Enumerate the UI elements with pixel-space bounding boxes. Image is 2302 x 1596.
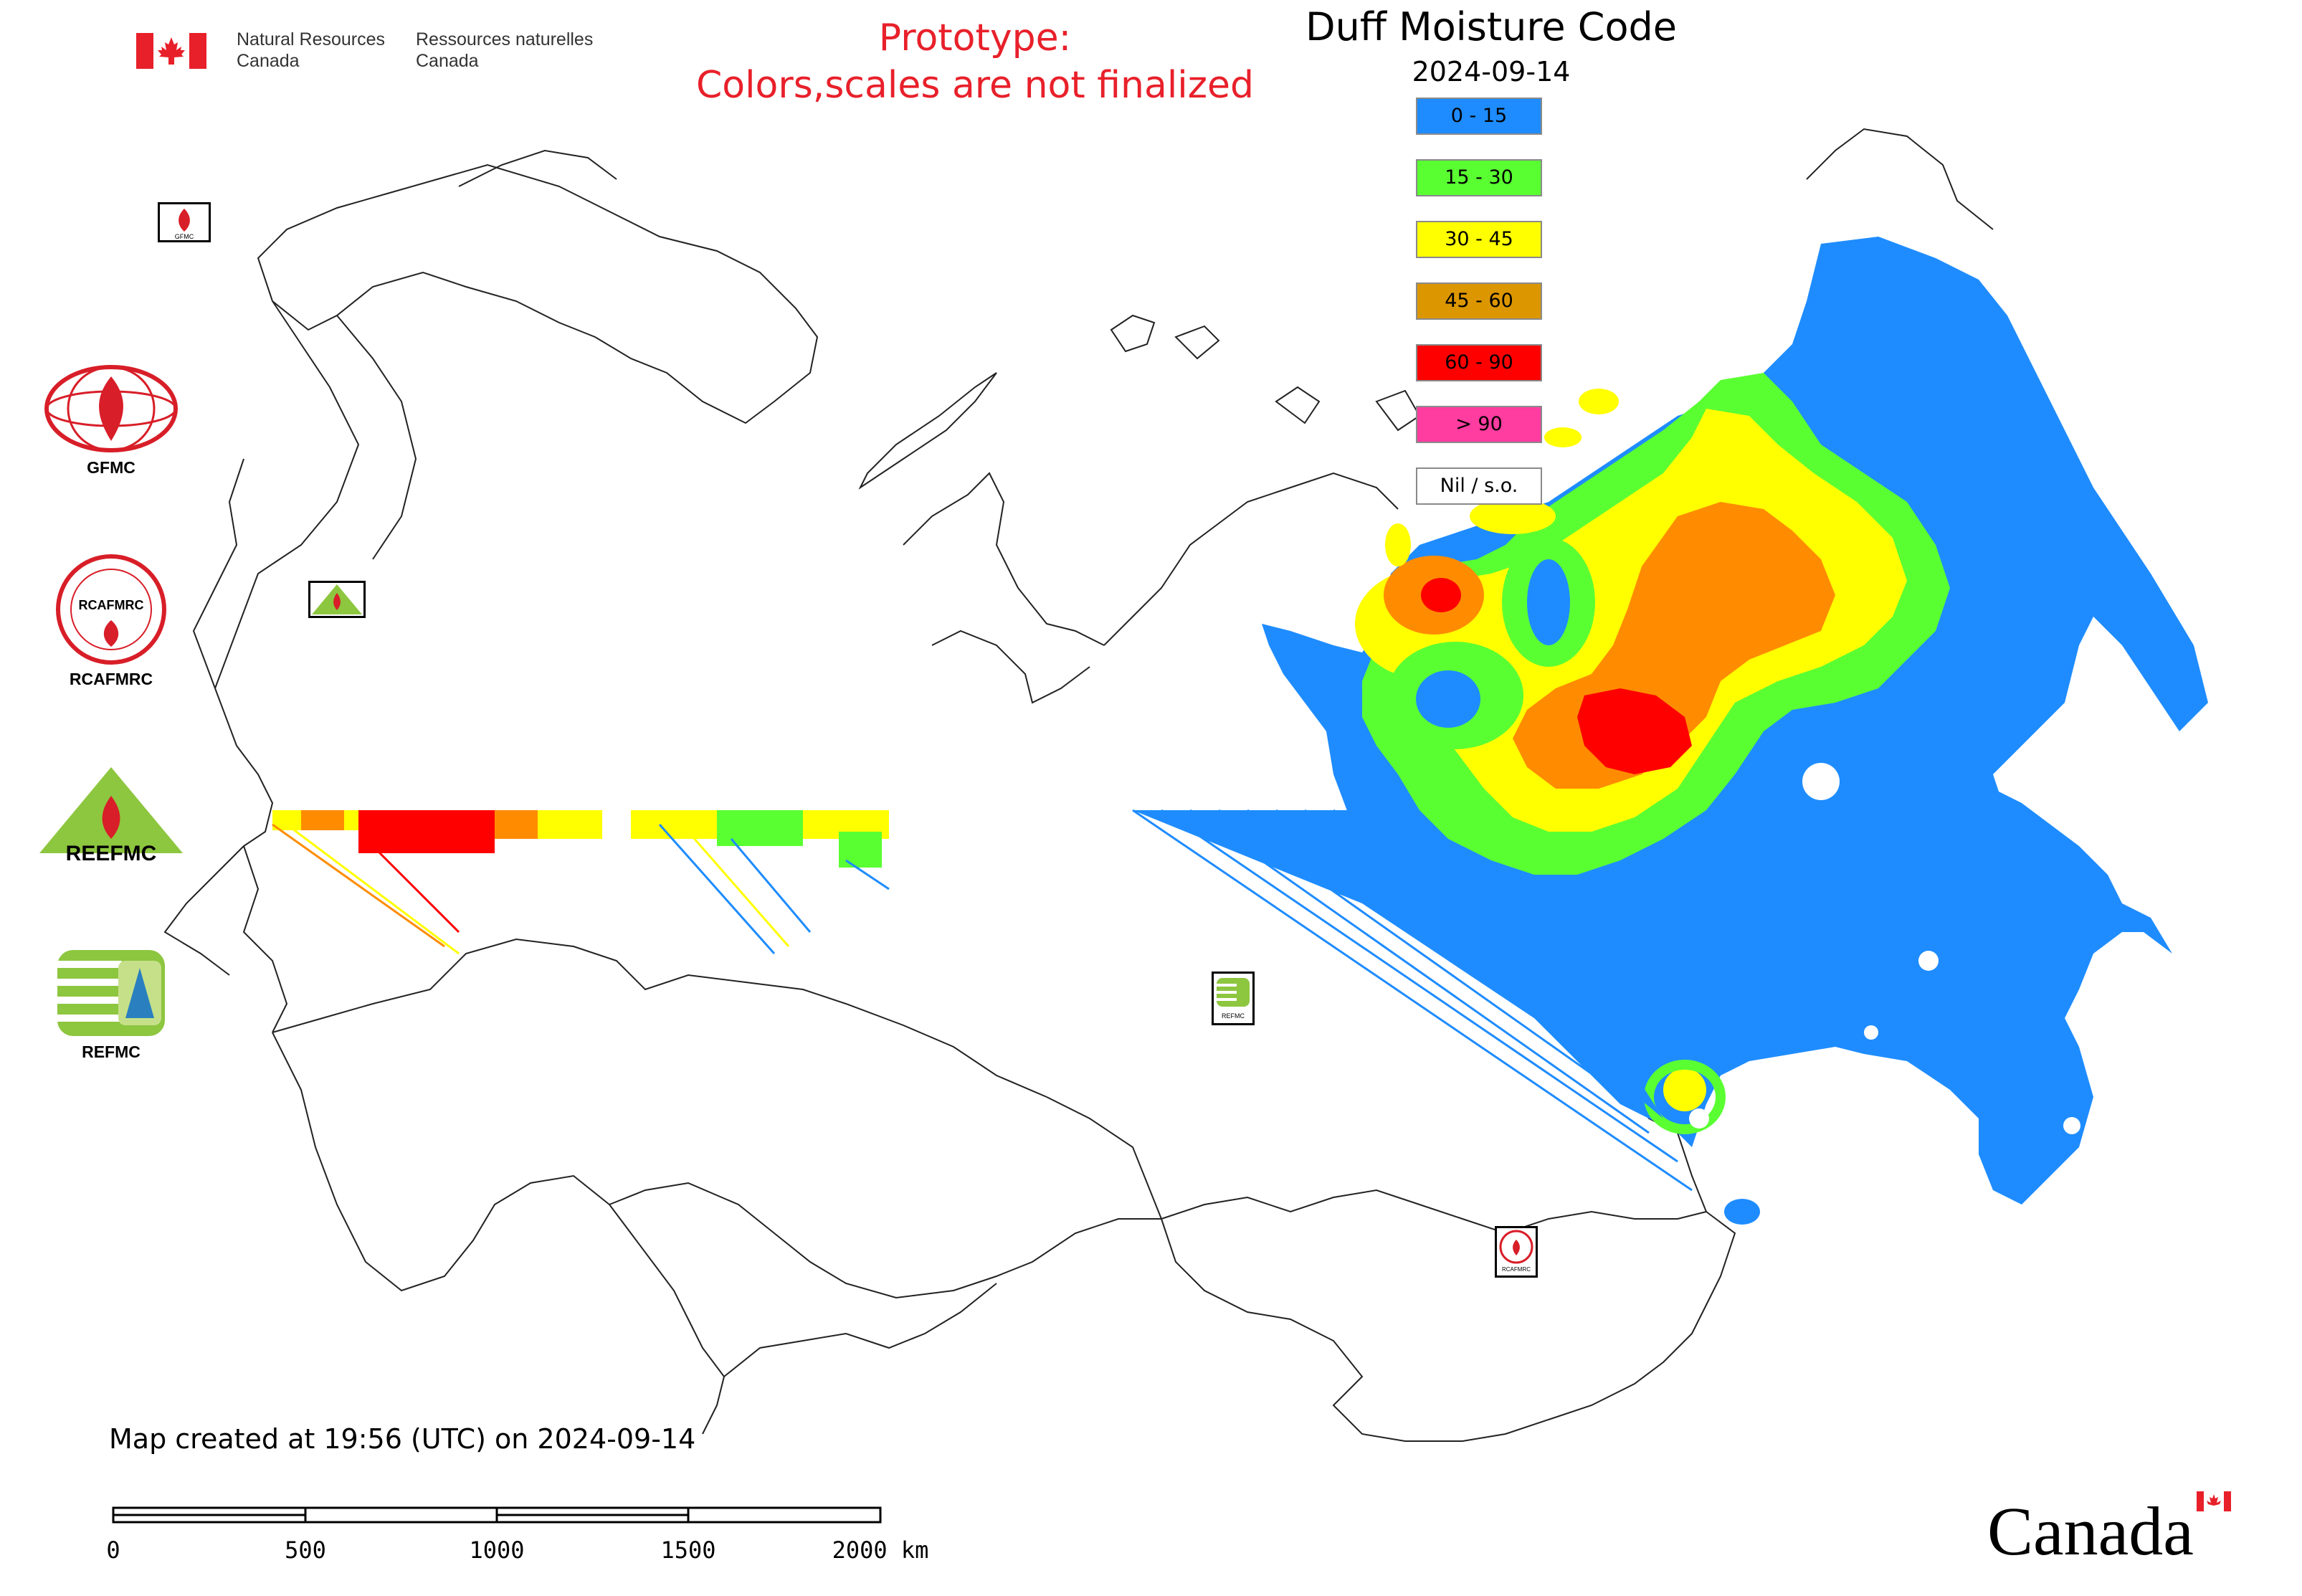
- legend-label: > 90: [1455, 413, 1503, 435]
- legend-label: 15 - 30: [1445, 166, 1513, 189]
- scale-label: 1000: [469, 1536, 524, 1564]
- rcafmrc-logo-icon: RCAFMRC: [56, 554, 166, 665]
- dmc-zone-30-45: [1385, 523, 1411, 566]
- legend-label: Nil / s.o.: [1440, 475, 1518, 497]
- rcafmrc-small-text: RCAFMRC: [1502, 1266, 1531, 1273]
- partner-label: REFMC: [82, 1042, 141, 1061]
- legend-label: 30 - 45: [1445, 228, 1513, 250]
- prototype-line2: Colors,scales are not finalized: [695, 64, 1255, 107]
- lake: [1689, 1108, 1709, 1129]
- legend-item: 60 - 90: [1416, 344, 1542, 381]
- partner-label: RCAFMRC: [69, 670, 153, 688]
- country-boundaries: [163, 128, 1994, 1442]
- canada-wordmark-text: Canada: [1987, 1493, 2194, 1567]
- department-name-en-line2: Canada: [237, 51, 300, 71]
- dmc-zone-30-45: [1663, 1068, 1706, 1111]
- dmc-zone-30-45: [538, 810, 602, 839]
- department-name-en: Natural Resources Canada: [237, 29, 423, 72]
- prototype-line1: Prototype:: [878, 16, 1072, 60]
- refmc-small-text: REFMC: [1222, 1012, 1245, 1020]
- reefmc-logo-text: REEFMC: [66, 842, 157, 864]
- legend-label: 0 - 15: [1450, 105, 1508, 127]
- gfmc-logo-icon: [44, 365, 178, 452]
- dmc-zone-45-60: [495, 810, 538, 839]
- partner-reefmc: REEFMC: [29, 764, 194, 867]
- dmc-zone-0-15: [1416, 670, 1480, 728]
- dmc-zone-30-45: [1544, 427, 1582, 447]
- canada-wordmark-icon: Canada: [1987, 1491, 2231, 1569]
- dmc-zone-0-15: [1133, 810, 1663, 1118]
- legend-item: Nil / s.o.: [1416, 467, 1542, 505]
- legend-label: 60 - 90: [1445, 351, 1513, 374]
- legend-item: > 90: [1416, 406, 1542, 443]
- refmc-small-icon: REFMC: [1217, 978, 1250, 1020]
- dmc-raster: [272, 237, 2208, 1225]
- lake: [1918, 951, 1939, 971]
- lake: [1802, 763, 1840, 800]
- reefmc-map-badge: [308, 581, 366, 618]
- department-name-fr: Ressources naturelles Canada: [416, 29, 631, 72]
- dmc-zone-60-90: [1421, 578, 1461, 612]
- map-date: 2024-09-14: [1412, 56, 1571, 87]
- map-title: Duff Moisture Code: [1305, 4, 1677, 49]
- scale-bar: 0 500 1000 1500 2000 km: [108, 1506, 929, 1564]
- department-name-en-line1: Natural Resources: [237, 29, 386, 49]
- dmc-zone-60-90: [1577, 688, 1692, 774]
- scale-label: 2000 km: [832, 1536, 929, 1564]
- gfmc-small-icon: GFMC: [175, 209, 194, 240]
- dmc-zone-30-45: [1470, 498, 1556, 534]
- legend-item: 0 - 15: [1416, 98, 1542, 135]
- scale-label: 0: [108, 1536, 120, 1564]
- refmc-map-badge: REFMC: [1212, 972, 1255, 1025]
- legend-item: 30 - 45: [1416, 221, 1542, 258]
- dmc-strip-west: [272, 810, 602, 955]
- canada-wordmark: Canada: [1987, 1488, 2231, 1569]
- rcafmrc-map-badge: RCAFMRC: [1495, 1226, 1538, 1278]
- dmc-zone-60-90: [358, 810, 495, 853]
- reefmc-small-icon: [312, 584, 362, 614]
- partner-gfmc: GFMC: [29, 362, 194, 478]
- scale-label: 500: [285, 1536, 326, 1564]
- partner-rcafmrc: RCAFMRC RCAFMRC: [29, 552, 194, 689]
- dmc-zone-30-45: [631, 810, 717, 839]
- canada-flag-icon: [136, 33, 206, 69]
- legend-item: 15 - 30: [1416, 159, 1542, 196]
- rcafmrc-logo-text: RCAFMRC: [79, 598, 144, 612]
- dmc-zone-15-30: [839, 832, 882, 868]
- map-caption: Map created at 19:56 (UTC) on 2024-09-14: [109, 1423, 696, 1455]
- dmc-zone-15-30: [717, 810, 803, 846]
- partner-label: GFMC: [87, 458, 135, 477]
- department-name-fr-line1: Ressources naturelles: [416, 29, 594, 49]
- gfmc-small-text: GFMC: [175, 233, 194, 240]
- prototype-notice: Prototype: Colors,scales are not finaliz…: [631, 14, 1319, 109]
- legend-label: 45 - 60: [1445, 290, 1513, 312]
- reefmc-logo-icon: REEFMC: [39, 767, 183, 865]
- partner-refmc: REFMC: [29, 946, 194, 1062]
- dmc-zone-0-15: [1527, 559, 1570, 645]
- dmc-zone-0-15: [2007, 975, 2079, 1090]
- department-name-fr-line2: Canada: [416, 51, 479, 71]
- dmc-zone-0-15: [1993, 789, 2122, 946]
- dmc-strip-center: [631, 810, 890, 954]
- lake: [2063, 1117, 2080, 1134]
- scale-label: 1500: [660, 1536, 715, 1564]
- legend-item: 45 - 60: [1416, 282, 1542, 320]
- rcafmrc-small-icon: RCAFMRC: [1499, 1230, 1533, 1273]
- dmc-zone-45-60: [301, 810, 344, 830]
- lake: [1864, 1025, 1878, 1040]
- dmc-zone-30-45: [1579, 389, 1619, 414]
- refmc-logo-icon: [57, 950, 165, 1036]
- dmc-zone-0-15: [1724, 1199, 1760, 1225]
- gfmc-map-badge: GFMC: [158, 202, 211, 242]
